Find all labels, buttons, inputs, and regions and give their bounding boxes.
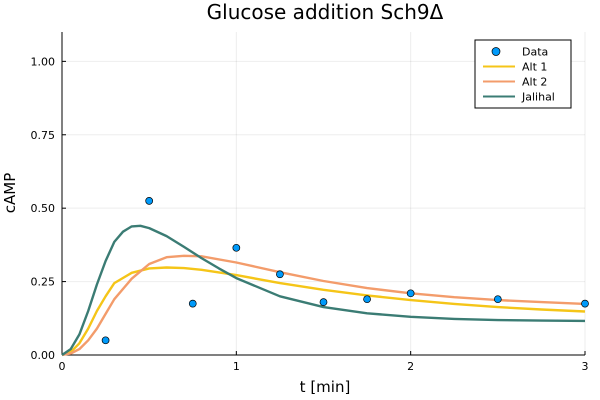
data-point (188, 299, 197, 308)
data-point (101, 336, 110, 345)
y-axis-label: cAMP (1, 173, 19, 214)
data-point (319, 298, 328, 306)
data-point (145, 196, 154, 205)
y-tick-label: 0.00 (31, 349, 56, 362)
tick-labels: 0 1 2 3 0.00 0.25 0.50 0.75 1.00 (31, 55, 589, 373)
x-tick-label: 1 (233, 360, 240, 373)
x-tick-label: 3 (582, 360, 589, 373)
data-point (493, 295, 502, 304)
legend-label-alt-2: Alt 2 (522, 76, 547, 89)
data-point (581, 299, 589, 308)
data-point (232, 243, 241, 252)
x-tick-label: 0 (59, 360, 66, 373)
data-point (363, 295, 371, 304)
legend-label-jalihal: Jalihal (521, 91, 555, 104)
series-lines (61, 224, 586, 357)
y-tick-label: 1.00 (31, 55, 56, 68)
legend-label-alt-1: Alt 1 (522, 61, 547, 74)
chart-title: Glucose addition Sch9Δ (207, 0, 444, 24)
legend: Data Alt 1 Alt 2 Jalihal (474, 39, 572, 109)
y-tick-label: 0.50 (31, 202, 56, 215)
x-axis-label: t [min] (300, 378, 351, 396)
legend-marker-data (491, 47, 501, 56)
series-line-alt-2 (61, 254, 586, 357)
axes (61, 32, 586, 356)
x-tick-label: 2 (407, 360, 414, 373)
y-tick-label: 0.75 (31, 129, 56, 142)
y-tick-label: 0.25 (31, 276, 56, 289)
series-line-alt-1 (61, 266, 586, 357)
data-points (101, 196, 589, 345)
data-point (406, 289, 415, 298)
data-point (276, 270, 284, 279)
series-line-jalihal (61, 224, 586, 356)
legend-label-data: Data (522, 46, 548, 59)
